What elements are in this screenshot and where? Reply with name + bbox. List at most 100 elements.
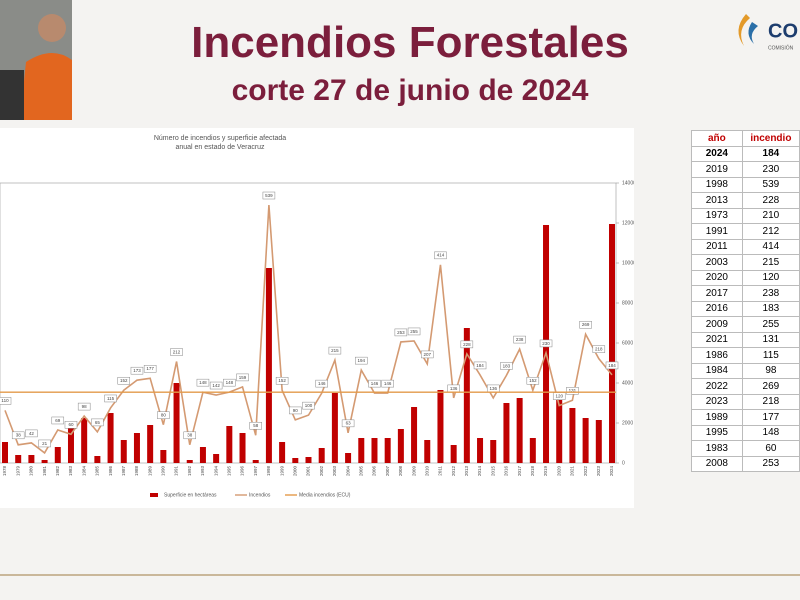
value-label: 218 (595, 347, 603, 352)
value-label: 184 (608, 363, 616, 368)
table-cell: 184 (741, 145, 800, 162)
value-label: 212 (173, 349, 181, 354)
x-tick-label: 2008 (398, 466, 403, 477)
bar (41, 460, 48, 463)
x-tick-label: 1998 (266, 466, 271, 477)
value-label: 58 (253, 423, 259, 428)
data-label: 58 (249, 421, 262, 430)
bar (94, 456, 101, 463)
header-cell: año (691, 130, 743, 147)
logo-sub: COMISIÓN (768, 44, 794, 51)
value-label: 100 (305, 403, 313, 408)
data-label: 148 (223, 378, 236, 387)
table-cell: 230 (741, 161, 800, 178)
bar (331, 393, 338, 463)
label-box (500, 362, 513, 370)
table-cell: 218 (741, 393, 800, 410)
bar (424, 440, 431, 463)
logo: CO COMISIÓN (732, 8, 800, 52)
data-label: 539 (262, 191, 276, 200)
value-label: 159 (239, 375, 247, 380)
table-cell: 60 (741, 440, 800, 457)
table-cell: 131 (741, 331, 800, 348)
value-label: 539 (265, 193, 273, 198)
data-table: año incendio 2024 184 2019 230 1998 539 2013 228 1… (691, 130, 800, 472)
data-label: 115 (104, 394, 117, 403)
x-tick-label: 1984 (81, 466, 86, 477)
table-cell: 148 (741, 424, 800, 441)
x-tick-label: 1988 (134, 466, 139, 477)
label-box (434, 251, 447, 260)
label-box (11, 431, 25, 440)
value-label: 238 (516, 337, 524, 342)
presenter (0, 0, 72, 120)
bar (450, 445, 457, 463)
value-label: 38 (16, 433, 22, 438)
table-row: 2003 215 (691, 254, 800, 271)
data-label: 21 (38, 439, 51, 448)
value-label: 80 (161, 413, 167, 418)
bar (54, 447, 61, 463)
table-row: 1989 177 (691, 409, 800, 426)
x-tick-label: 2021 (570, 466, 575, 477)
bar (107, 413, 114, 463)
x-tick-label: 2022 (583, 466, 588, 477)
data-label: 159 (236, 373, 249, 382)
x-tick-label: 2020 (556, 466, 561, 477)
value-label: 21 (42, 441, 48, 446)
data-label: 120 (552, 392, 566, 400)
table-cell: 1995 (691, 424, 743, 441)
bar (279, 442, 286, 463)
x-tick-label: 2002 (319, 466, 324, 477)
value-label: 177 (146, 366, 154, 371)
table-row: 2021 131 (691, 331, 800, 348)
label-box (64, 421, 78, 429)
y-tick-label: 6000 (622, 340, 633, 346)
bar (265, 268, 272, 463)
value-label: 136 (489, 386, 497, 391)
bar (437, 390, 444, 463)
bar (213, 454, 220, 463)
table-cell: 414 (741, 238, 800, 255)
chart-panel: Número de incendios y superficie afectad… (0, 128, 636, 508)
value-label: 136 (450, 386, 458, 391)
data-label: 38 (183, 431, 196, 440)
table-cell: 2009 (691, 316, 743, 333)
label-box (355, 356, 368, 365)
value-label: 269 (582, 322, 590, 327)
data-label: 253 (394, 328, 408, 337)
value-label: 148 (199, 380, 207, 385)
subtitle: corte 27 de junio de 2024 (231, 74, 589, 107)
label-box (275, 376, 289, 385)
label-box (223, 378, 236, 387)
table-row: 1983 60 (691, 440, 800, 457)
label-box (566, 387, 579, 395)
value-label: 183 (503, 363, 511, 368)
bar (199, 447, 206, 463)
bar (239, 433, 246, 463)
header-row: año incendio (691, 130, 800, 147)
label-box (236, 373, 249, 382)
bar (411, 407, 418, 463)
label-box (302, 401, 315, 410)
x-tick-label: 2000 (292, 466, 297, 477)
x-tick-label: 2015 (490, 466, 495, 477)
data-label: 177 (143, 365, 157, 373)
x-tick-label: 2007 (385, 466, 390, 477)
x-tick-label: 2018 (530, 466, 535, 477)
table-cell: 120 (741, 269, 800, 286)
label-box (170, 348, 183, 356)
table-row: 2019 230 (691, 161, 800, 178)
label-box (183, 431, 196, 440)
data-label: 146 (368, 379, 381, 388)
data-label: 238 (513, 335, 526, 344)
bar (147, 425, 154, 463)
bar (397, 429, 404, 463)
value-label: 207 (424, 352, 432, 357)
label-box (130, 366, 144, 375)
bar (529, 438, 536, 463)
table-cell: 2003 (691, 254, 743, 271)
bar (463, 328, 470, 463)
data-label: 218 (592, 345, 606, 353)
